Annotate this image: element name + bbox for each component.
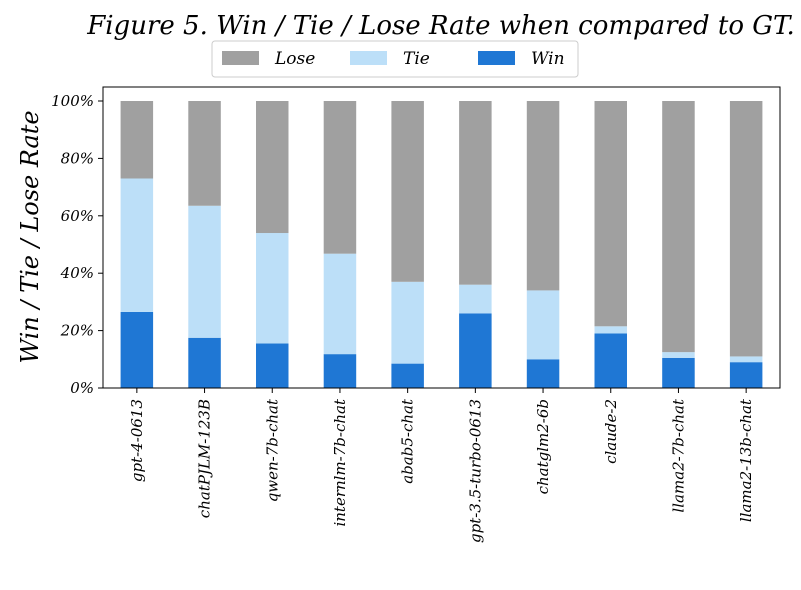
x-tick-label: chatPJLM-123B: [196, 399, 214, 518]
x-tick-label: claude-2: [602, 399, 620, 464]
legend-swatch-tie: [350, 51, 387, 65]
bar-win-9: [729, 362, 763, 388]
x-tick-label: llama2-7b-chat: [670, 398, 688, 513]
y-axis-label: Win / Tie / Lose Rate: [16, 110, 44, 363]
bar-win-0: [120, 311, 154, 388]
bar-lose-0: [120, 101, 154, 179]
bar-tie-8: [662, 352, 695, 358]
bar-lose-8: [662, 101, 695, 353]
bar-lose-6: [526, 101, 560, 291]
bar-tie-3: [323, 253, 357, 355]
bar-lose-5: [459, 101, 492, 285]
bar-lose-4: [391, 101, 424, 282]
bar-win-6: [526, 359, 560, 388]
plot-frame: [102, 86, 781, 389]
bar-tie-2: [256, 233, 289, 344]
bar-win-3: [323, 354, 357, 388]
bar-tie-9: [729, 356, 763, 363]
bar-tie-5: [459, 284, 492, 314]
chart-title: Figure 5. Win / Tie / Lose Rate when com…: [86, 11, 795, 41]
x-tick-label: internlm-7b-chat: [331, 398, 349, 527]
legend-swatch-lose: [222, 51, 259, 65]
legend-label-tie: Tie: [403, 49, 430, 69]
y-tick-label: 20%: [60, 322, 94, 340]
bar-win-5: [459, 313, 492, 388]
legend-label-win: Win: [531, 49, 565, 69]
y-tick-label: 60%: [61, 207, 94, 225]
x-tick-label: qwen-7b-chat: [263, 398, 281, 502]
y-tick-label: 0%: [70, 379, 94, 397]
bar-win-7: [594, 333, 627, 388]
legend-swatch-win: [478, 51, 515, 65]
bar-win-2: [256, 343, 289, 388]
y-tick-label: 100%: [51, 92, 94, 110]
bar-tie-6: [526, 290, 560, 360]
plot-area: 0% 20% 40% 60% 80% 100% gpt-4-0613 chatPJLM-123…: [51, 86, 781, 543]
x-tick-label: llama2-13b-chat: [737, 398, 755, 522]
bar-lose-3: [323, 101, 357, 254]
x-tick-label: gpt-4-0613: [128, 399, 146, 482]
y-tick-label: 40%: [60, 264, 94, 282]
x-tick-label: abab5-chat: [399, 398, 417, 484]
bar-win-1: [188, 337, 221, 388]
bar-lose-9: [729, 101, 763, 357]
x-tick-label: gpt-3.5-turbo-0613: [466, 399, 484, 543]
bar-tie-4: [391, 281, 424, 364]
legend: Lose Tie Win: [211, 40, 579, 78]
bar-lose-2: [256, 101, 289, 234]
bar-lose-7: [594, 101, 627, 327]
x-tick-label: chatglm2-6b: [534, 399, 552, 494]
legend-label-lose: Lose: [274, 49, 315, 69]
bar-win-4: [391, 363, 424, 388]
legend-box: [211, 40, 579, 78]
y-tick-label: 80%: [61, 149, 94, 167]
bar-win-8: [662, 357, 695, 388]
bar-tie-0: [120, 178, 154, 312]
bar-lose-1: [188, 101, 221, 206]
bar-tie-7: [594, 326, 627, 334]
bar-tie-1: [188, 205, 221, 338]
